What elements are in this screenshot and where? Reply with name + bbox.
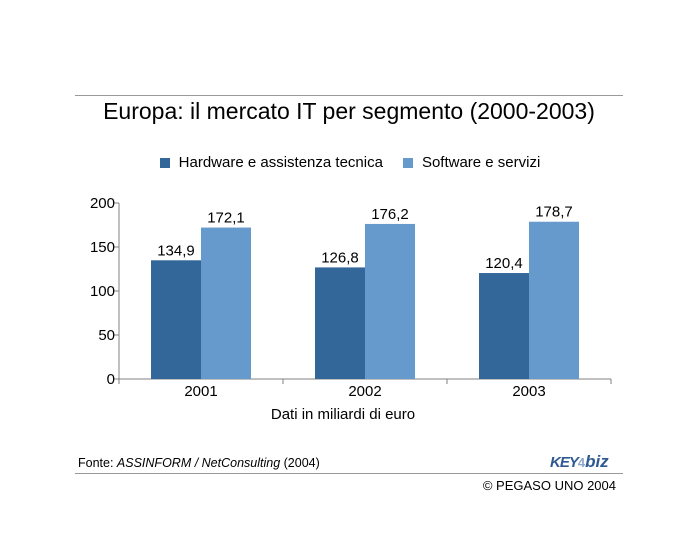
data-label: 172,1 xyxy=(207,210,245,227)
x-tick-label: 2003 xyxy=(512,383,545,400)
legend-item-software: Software e servizi xyxy=(402,154,541,171)
data-label: 178,7 xyxy=(535,204,573,221)
copyright: © PEGASO UNO 2004 xyxy=(482,478,616,493)
source-year: (2004) xyxy=(280,456,320,470)
y-tick-label: 0 xyxy=(107,371,115,388)
source-note: Fonte: ASSINFORM / NetConsulting (2004) xyxy=(78,456,320,470)
data-label: 134,9 xyxy=(157,242,195,259)
bar xyxy=(201,227,251,379)
y-tick-label: 150 xyxy=(90,239,115,256)
legend: Hardware e assistenza tecnica Software e… xyxy=(0,154,700,171)
legend-swatch-software xyxy=(402,157,413,168)
legend-label-hardware: Hardware e assistenza tecnica xyxy=(178,154,383,171)
source-prefix: Fonte: xyxy=(78,456,117,470)
bar xyxy=(151,260,201,379)
bar xyxy=(315,267,365,379)
y-tick-label: 200 xyxy=(90,195,115,212)
data-label: 176,2 xyxy=(371,206,409,223)
x-tick-label: 2001 xyxy=(184,383,217,400)
source-name: ASSINFORM / NetConsulting xyxy=(116,456,281,470)
legend-label-software: Software e servizi xyxy=(421,154,541,171)
keybiz-logo: KEY4biz xyxy=(550,452,609,471)
y-tick-label: 50 xyxy=(98,327,115,344)
chart-title: Europa: il mercato IT per segmento (2000… xyxy=(103,98,595,124)
bar xyxy=(365,223,415,379)
y-tick-label: 100 xyxy=(90,283,115,300)
legend-item-hardware: Hardware e assistenza tecnica xyxy=(159,154,383,171)
bottom-rule xyxy=(75,473,623,474)
bar-chart: 0 50 100 150 200 2001 134,9 172,1 2002 126,8 176,2… xyxy=(90,195,612,423)
legend-swatch-hardware xyxy=(159,157,170,168)
top-rule xyxy=(75,95,623,96)
x-tick-label: 2002 xyxy=(348,383,381,400)
data-label: 120,4 xyxy=(485,255,523,272)
data-label: 126,8 xyxy=(321,249,359,266)
bar xyxy=(529,221,579,379)
bar xyxy=(479,273,529,379)
x-axis-label: Dati in miliardi di euro xyxy=(271,406,415,423)
